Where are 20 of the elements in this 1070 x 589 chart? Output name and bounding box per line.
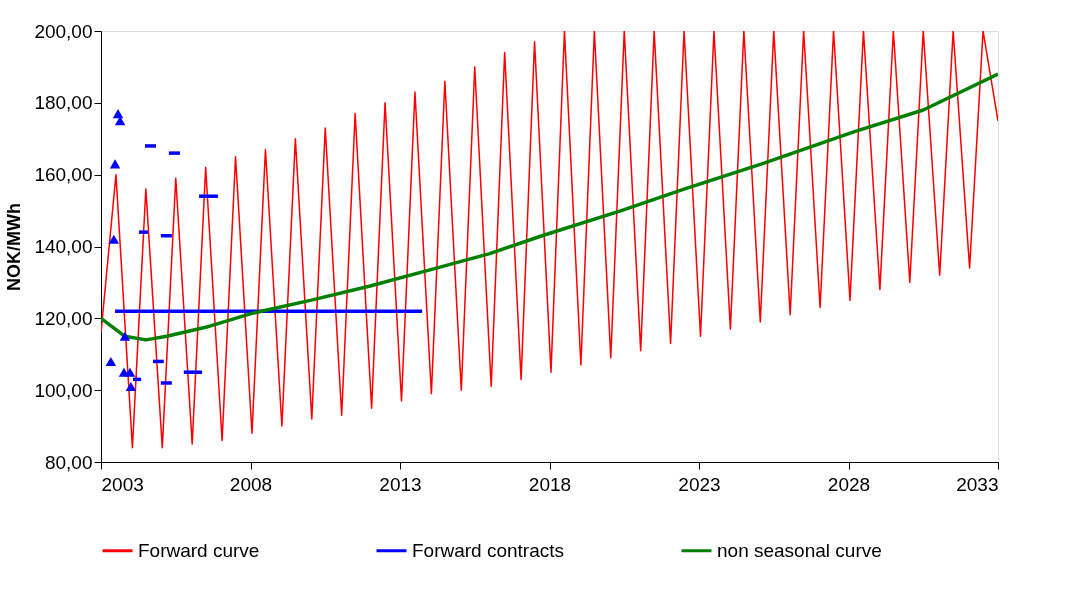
x-tick-label: 2008 xyxy=(229,473,273,495)
y-axis-title: NOK/MWh xyxy=(4,203,25,291)
y-tick-label: 200,00 xyxy=(34,20,93,42)
y-tick-label: 80,00 xyxy=(44,451,93,473)
y-tick-label: 180,00 xyxy=(34,92,93,114)
y-tick-label: 160,00 xyxy=(34,164,93,186)
line-series xyxy=(101,31,998,449)
x-tick-label: 2023 xyxy=(678,473,721,495)
x-tick-label: 2018 xyxy=(528,473,572,495)
x-tick-label: 2003 xyxy=(101,473,144,495)
legend-label: Forward curve xyxy=(138,539,260,561)
x-tick-label: 2013 xyxy=(379,473,422,495)
y-tick-label: 140,00 xyxy=(34,236,93,257)
y-tick-label: 100,00 xyxy=(34,379,93,401)
x-tick-label: 2033 xyxy=(956,473,999,495)
legend-label: Forward contracts xyxy=(412,539,565,561)
legend-label: non seasonal curve xyxy=(717,539,882,561)
y-tick-label: 120,00 xyxy=(34,307,93,329)
line-series xyxy=(101,72,998,342)
x-tick-label: 2028 xyxy=(827,473,871,495)
